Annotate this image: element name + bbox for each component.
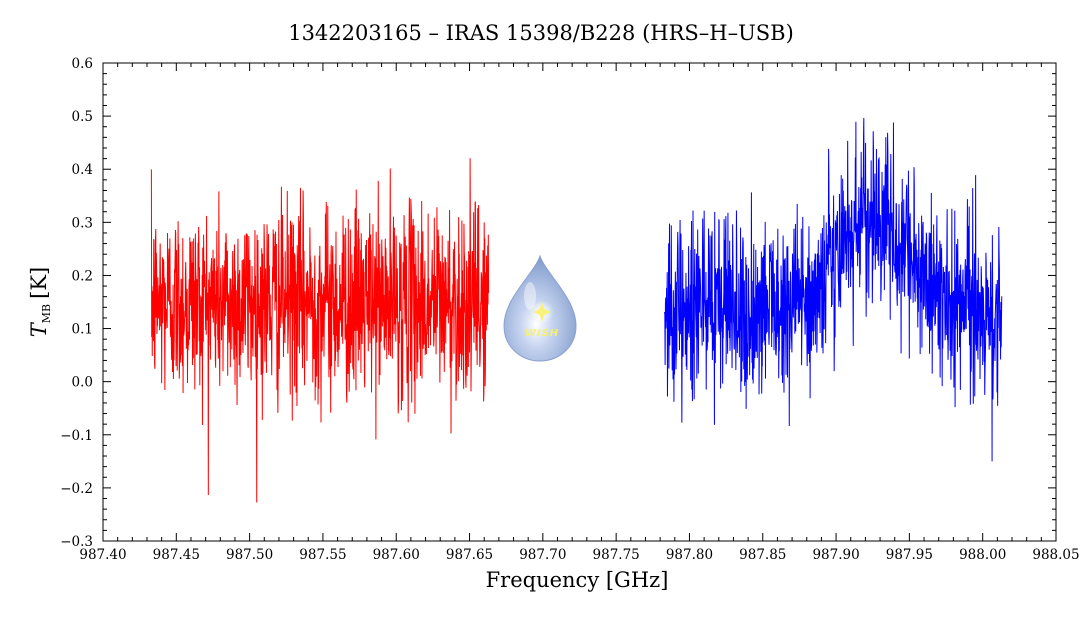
x-tick-label: 988.00 — [959, 547, 1006, 563]
plot-frame — [102, 62, 1057, 542]
y-tick-label: 0.3 — [72, 215, 93, 231]
x-tick-label: 987.85 — [739, 547, 786, 563]
svg-text:TMB[K]: TMB [K] — [27, 267, 53, 337]
y-axis-tick-labels: −0.3 −0.2 −0.1 0.0 0.1 0.2 0.3 0.4 0.5 0.6 — [60, 56, 93, 550]
wish-logo-text: WISH — [525, 328, 559, 339]
x-tick-label: 987.90 — [812, 547, 859, 563]
plot-area — [150, 118, 1003, 503]
y-tick-label: 0.1 — [72, 322, 93, 338]
chart-title: 1342203165 – IRAS 15398/B228 (HRS–H–USB) — [288, 21, 794, 45]
y-tick-label: −0.1 — [60, 428, 93, 444]
x-tick-label: 988.05 — [1032, 547, 1079, 563]
x-tick-label: 987.80 — [666, 547, 713, 563]
y-tick-label: 0.0 — [72, 375, 93, 391]
x-tick-label: 987.95 — [886, 547, 933, 563]
x-tick-label: 987.60 — [373, 547, 420, 563]
y-tick-label: 0.2 — [72, 268, 93, 284]
x-tick-label: 987.45 — [153, 547, 200, 563]
wish-logo-star-icon — [533, 302, 551, 322]
x-axis-ticks — [102, 63, 1057, 541]
x-tick-label: 987.40 — [79, 547, 126, 563]
y-axis-label-symbol: T — [27, 321, 51, 337]
y-axis-label: TMB [K] — [27, 267, 53, 337]
x-tick-label: 987.70 — [519, 547, 566, 563]
wish-logo: WISH — [503, 254, 577, 362]
y-tick-label: 0.5 — [72, 109, 93, 125]
x-tick-label: 987.75 — [593, 547, 640, 563]
y-tick-label: −0.3 — [60, 534, 93, 550]
y-axis-label-unit: [K] — [27, 267, 51, 299]
x-tick-label: 987.50 — [226, 547, 273, 563]
x-axis-label: Frequency [GHz] — [486, 568, 669, 592]
x-tick-label: 987.55 — [299, 547, 346, 563]
y-tick-label: 0.4 — [72, 162, 93, 178]
series-blue-line — [664, 118, 1003, 462]
series-red-line — [150, 158, 490, 503]
wish-logo-highlight — [524, 282, 536, 310]
y-tick-label: 0.6 — [72, 56, 93, 72]
x-axis-tick-labels: 987.40 987.45 987.50 987.55 987.60 987.65 987.… — [79, 547, 1079, 563]
y-tick-label: −0.2 — [60, 481, 93, 497]
y-axis-label-subscript: MB — [40, 304, 53, 323]
y-axis-ticks — [103, 62, 1056, 542]
x-tick-label: 987.65 — [446, 547, 493, 563]
